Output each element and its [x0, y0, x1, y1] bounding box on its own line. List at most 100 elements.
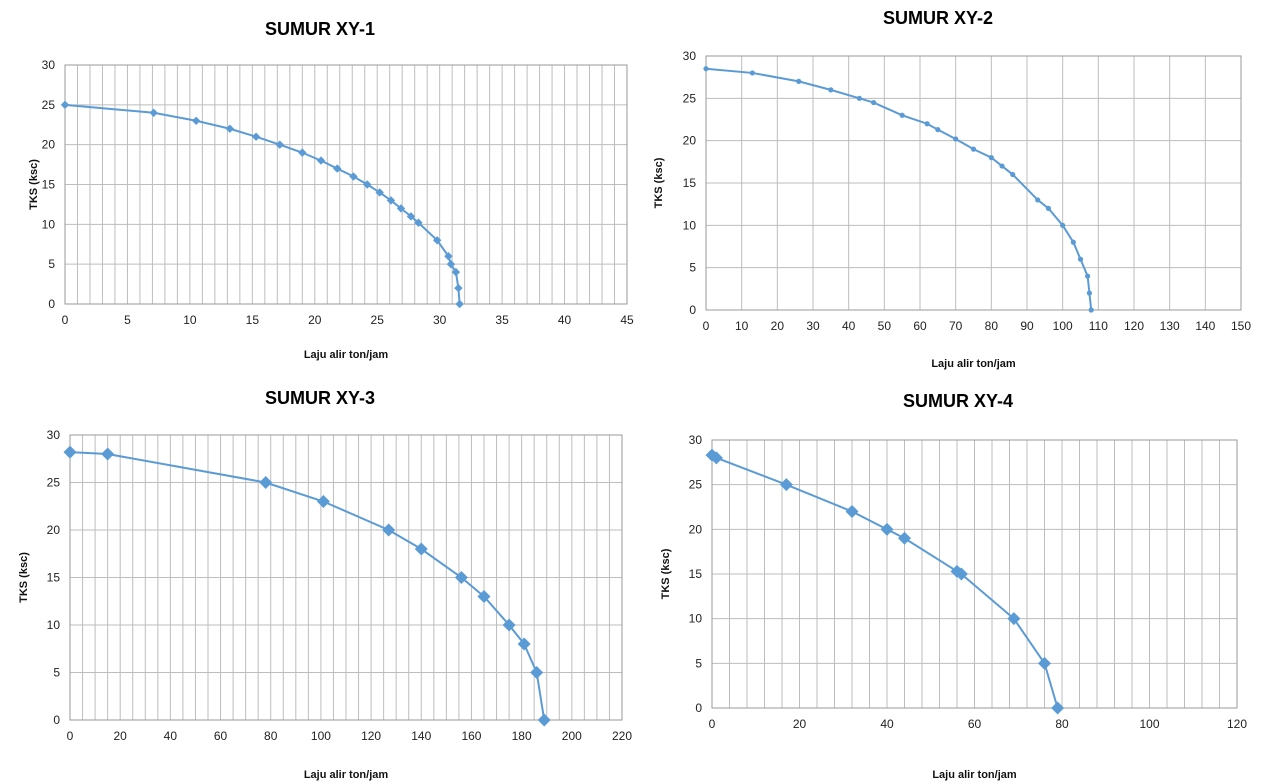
y-tick-label: 0 — [689, 303, 696, 317]
x-tick-label: 40 — [880, 717, 894, 731]
data-point — [432, 236, 442, 245]
grid-lines — [69, 434, 623, 721]
data-point — [999, 163, 1005, 169]
y-tick-label: 5 — [48, 257, 55, 271]
data-point — [396, 204, 406, 213]
y-tick-label: 30 — [689, 433, 703, 447]
data-point — [749, 70, 755, 76]
data-point — [898, 531, 911, 545]
data-point — [871, 99, 877, 106]
y-axis-label: TKS (ksc) — [653, 157, 665, 208]
data-point — [1051, 701, 1065, 715]
x-tick-label: 80 — [264, 729, 278, 743]
x-tick-label: 30 — [806, 319, 820, 333]
data-point — [63, 445, 77, 459]
data-point — [1070, 239, 1076, 245]
data-point — [988, 155, 994, 161]
x-tick-label: 20 — [793, 717, 807, 731]
series-line — [705, 67, 1093, 311]
y-tick-label: 25 — [689, 478, 703, 492]
x-tick-label: 80 — [985, 319, 999, 333]
data-point — [796, 78, 802, 84]
y-axis-label: TKS (ksc) — [18, 552, 30, 603]
data-point — [191, 116, 201, 125]
data-point — [454, 283, 463, 293]
data-point — [446, 259, 456, 269]
data-point — [1010, 171, 1016, 178]
data-point — [444, 252, 453, 261]
data-point — [1007, 612, 1021, 626]
y-tick-label: 0 — [53, 713, 60, 727]
data-point — [316, 495, 330, 508]
x-tick-label: 130 — [1160, 319, 1180, 333]
data-point — [382, 523, 396, 537]
data-point — [349, 172, 358, 181]
x-tick-label: 20 — [771, 319, 785, 333]
x-axis-label: Laju alir ton/jam — [931, 358, 1016, 370]
chart-xy4: SUMUR XY-4 0 20 40 60 80 100 120 0 5 10 15 20 25 30 Laj… — [660, 391, 1247, 781]
data-point — [880, 522, 894, 536]
data-point — [828, 87, 834, 93]
data-point — [953, 136, 959, 142]
data-point — [845, 504, 859, 518]
chart-panel-xy1: SUMUR XY-1 0 5 10 15 20 25 30 35 40 45 0 5 10 15 20 25 30… — [0, 0, 640, 380]
data-point — [451, 267, 461, 277]
chart-title: SUMUR XY-4 — [903, 391, 1013, 411]
data-point — [703, 66, 709, 72]
x-tick-label: 120 — [1124, 319, 1144, 333]
chart-xy3: SUMUR XY-30 20 40 60 80 100 120 140 160 180 200 220… — [18, 388, 632, 781]
x-tick-label: 10 — [735, 319, 749, 333]
data-point — [101, 447, 115, 461]
data-point — [1038, 656, 1051, 670]
data-point — [709, 451, 723, 465]
data-point — [1086, 290, 1093, 296]
plot-frame — [64, 64, 628, 305]
chart-title: SUMUR XY-3 — [265, 388, 375, 408]
x-tick-label: 0 — [709, 717, 716, 731]
series-line — [69, 451, 546, 721]
data-point — [333, 164, 342, 173]
data-point — [259, 476, 273, 489]
y-tick-label: 15 — [689, 567, 703, 581]
x-tick-label: 0 — [67, 729, 74, 743]
x-tick-label: 25 — [371, 313, 385, 327]
data-point — [375, 188, 384, 197]
data-point — [502, 618, 516, 632]
x-tick-label: 40 — [558, 313, 572, 327]
x-tick-label: 140 — [1195, 319, 1215, 333]
x-tick-label: 35 — [495, 313, 509, 327]
data-point — [1045, 205, 1051, 211]
data-point — [414, 218, 423, 227]
chart-panel-xy2: SUMUR XY-2 0 10 20 30 40 50 60 70 80 90 100 110 120 13… — [640, 0, 1266, 380]
x-axis-label: Laju alir ton/jam — [932, 769, 1017, 781]
y-tick-label: 5 — [689, 261, 696, 275]
y-tick-label: 25 — [683, 91, 697, 105]
data-point — [779, 478, 793, 492]
grid-lines — [711, 439, 1238, 709]
y-tick-label: 15 — [683, 176, 697, 190]
data-point — [970, 146, 977, 152]
y-tick-label: 10 — [42, 217, 56, 231]
x-tick-label: 20 — [114, 729, 128, 743]
x-tick-label: 200 — [562, 729, 582, 743]
x-tick-label: 5 — [124, 313, 131, 327]
y-tick-label: 15 — [42, 178, 56, 192]
y-tick-label: 25 — [47, 476, 61, 490]
x-tick-label: 220 — [612, 729, 632, 743]
data-point — [856, 95, 862, 101]
x-tick-label: 110 — [1089, 319, 1108, 333]
x-tick-label: 100 — [1139, 717, 1159, 731]
data-point — [537, 713, 551, 727]
data-point — [60, 100, 70, 110]
data-series — [63, 445, 551, 727]
x-tick-label: 60 — [913, 319, 927, 333]
data-point — [477, 590, 491, 603]
data-point — [1060, 222, 1066, 228]
x-tick-label: 10 — [183, 313, 197, 327]
data-point — [705, 448, 719, 462]
series-line — [711, 454, 1059, 709]
chart-panel-xy4: SUMUR XY-4 0 20 40 60 80 100 120 0 5 10 15 20 25 30 Laj… — [640, 380, 1266, 783]
y-tick-label: 5 — [695, 656, 702, 670]
x-tick-label: 150 — [1231, 319, 1251, 333]
data-point — [899, 112, 905, 118]
